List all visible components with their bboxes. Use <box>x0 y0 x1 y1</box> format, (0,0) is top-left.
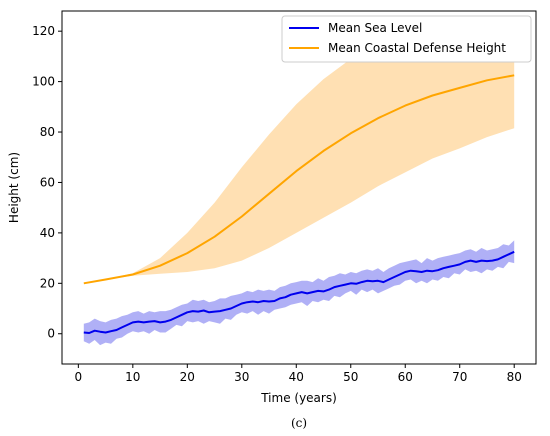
x-tick-label: 40 <box>289 370 304 384</box>
x-tick-label: 10 <box>125 370 140 384</box>
x-tick-label: 30 <box>234 370 249 384</box>
x-tick-label: 0 <box>75 370 83 384</box>
y-tick-label: 80 <box>40 125 55 139</box>
figure-caption: (c) <box>291 416 307 430</box>
y-tick-label: 60 <box>40 175 55 189</box>
plot-frame <box>61 10 537 365</box>
x-tick-label: 60 <box>398 370 413 384</box>
x-axis-label: Time (years) <box>260 391 337 405</box>
y-tick-label: 120 <box>32 24 55 38</box>
axis-ticks: 0 10 20 30 40 50 60 70 80 0 20 40 60 80 100 120 <box>32 24 522 384</box>
x-tick-label: 50 <box>343 370 358 384</box>
x-tick-label: 70 <box>452 370 467 384</box>
line-sea-level <box>83 250 515 334</box>
y-axis-label: Height (cm) <box>7 152 21 223</box>
legend-label-sea-level: Mean Sea Level <box>328 21 422 35</box>
series-lines <box>83 74 515 334</box>
y-tick-label: 40 <box>40 226 55 240</box>
y-tick-label: 100 <box>32 75 55 89</box>
x-tick-label: 80 <box>507 370 522 384</box>
confidence-bands <box>83 22 515 346</box>
y-tick-label: 0 <box>47 327 55 341</box>
band-coastal-defense <box>83 22 515 284</box>
legend-box <box>281 15 532 63</box>
x-tick-label: 20 <box>180 370 195 384</box>
y-tick-label: 20 <box>40 276 55 290</box>
legend: Mean Sea Level Mean Coastal Defense Heig… <box>281 15 532 63</box>
legend-label-coastal-defense: Mean Coastal Defense Height <box>328 41 506 55</box>
line-coastal-defense <box>83 74 515 285</box>
